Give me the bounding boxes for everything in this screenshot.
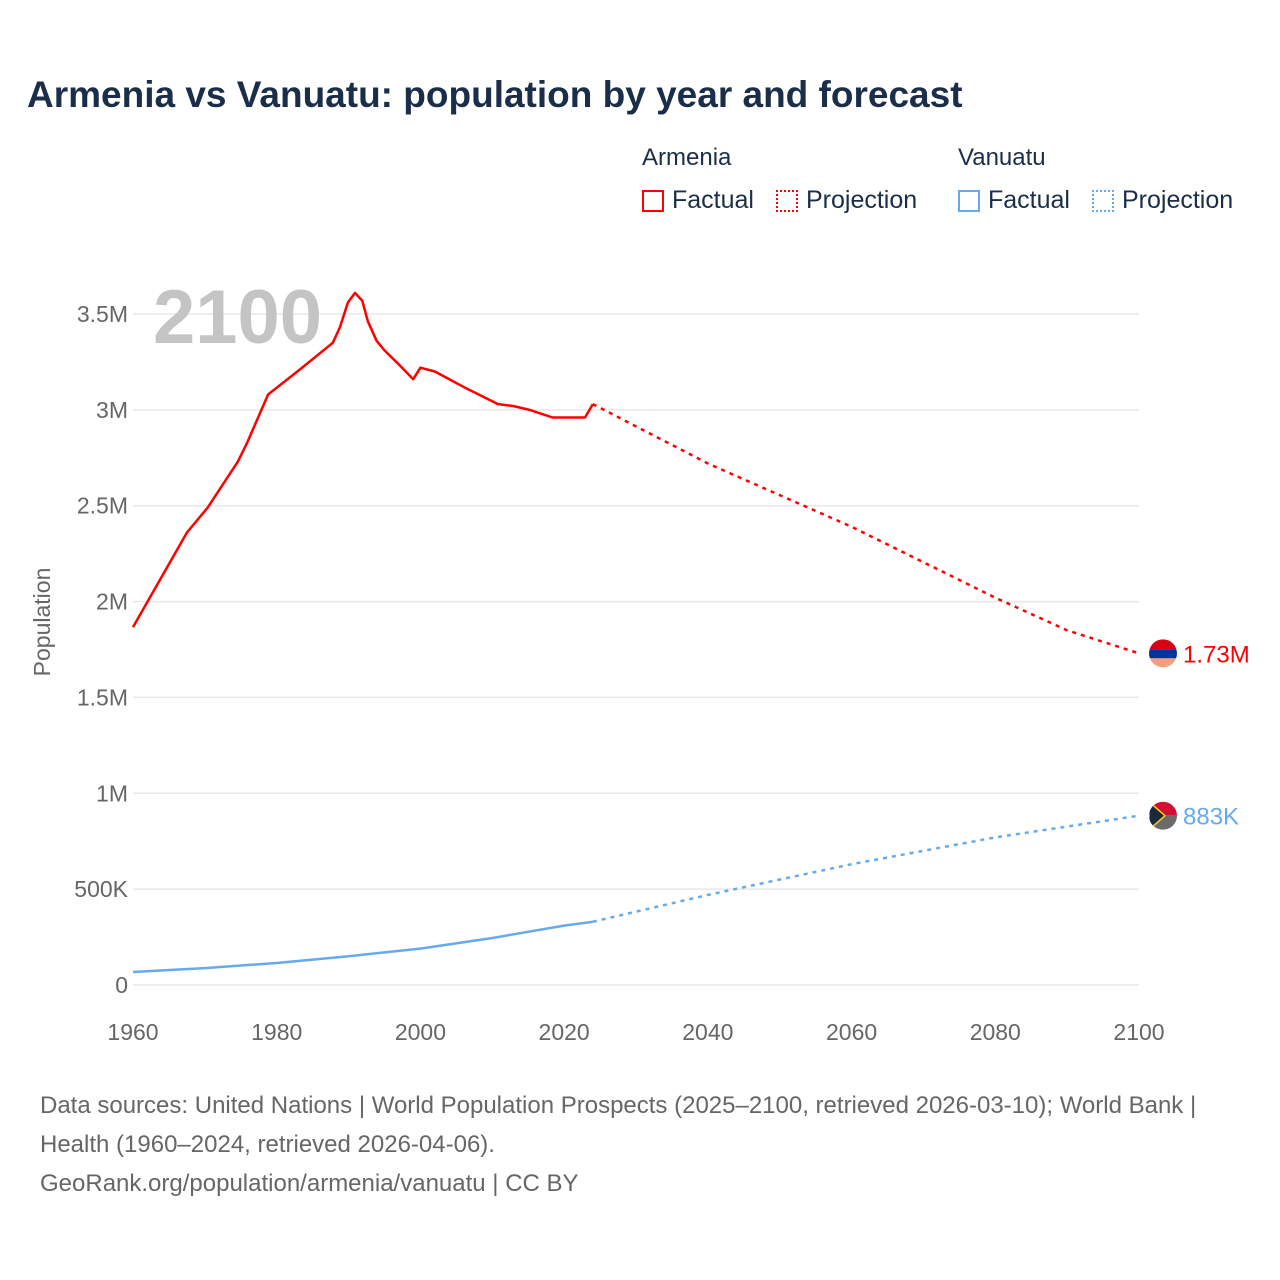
legend-label: Factual — [988, 186, 1070, 214]
x-tick-label: 1980 — [251, 1019, 302, 1045]
vanuatu-projection-line — [592, 814, 1140, 923]
flag-body — [1149, 639, 1177, 668]
flag-body — [1149, 801, 1177, 830]
legend-swatch-dotted — [776, 189, 798, 212]
x-tick-label: 1960 — [107, 1019, 158, 1045]
x-tick-label: 2020 — [539, 1019, 590, 1045]
flag-stripe-orange — [1149, 658, 1177, 668]
x-tick-label: 2080 — [970, 1019, 1021, 1045]
legend-label: Projection — [1122, 186, 1234, 214]
y-tick-label: 0 — [115, 972, 128, 998]
data-sources: Data sources: United Nations | World Pop… — [40, 1092, 1197, 1158]
vanuatu-flag-icon — [1149, 801, 1177, 830]
armenia-flag-icon — [1149, 639, 1177, 668]
y-tick-label: 2.5M — [77, 493, 128, 519]
y-axis-label: Population — [29, 568, 55, 677]
chart-title: Armenia vs Vanuatu: population by year a… — [27, 74, 963, 115]
x-tick-label: 2060 — [826, 1019, 877, 1045]
y-tick-label: 3M — [96, 397, 128, 423]
flag-stripe-red — [1149, 639, 1177, 650]
flag-stripe-blue — [1149, 649, 1177, 659]
y-tick-label: 2M — [96, 589, 128, 615]
y-tick-label: 1M — [96, 780, 128, 806]
legend-swatch-dotted — [1092, 189, 1114, 212]
vanuatu-factual-line — [132, 920, 594, 974]
legend-armenia-factual[interactable]: Factual — [642, 186, 754, 215]
armenia-projection-line — [592, 402, 1140, 655]
legend-vanuatu-projection[interactable]: Projection — [1092, 186, 1233, 215]
legend-label: Factual — [672, 186, 754, 214]
x-tick-label: 2000 — [395, 1019, 446, 1045]
x-tick-label: 2100 — [1113, 1019, 1164, 1045]
flag-triangle — [1149, 801, 1167, 830]
legend-swatch-solid — [958, 189, 980, 212]
y-tick-label: 3.5M — [77, 301, 128, 327]
legend-swatch-solid — [642, 189, 664, 212]
armenia-end-label: 1.73M — [1183, 641, 1250, 668]
year-watermark: 2100 — [153, 275, 322, 360]
footer: Data sources: United Nations | World Pop… — [40, 1086, 1240, 1203]
x-tick-label: 2040 — [682, 1019, 733, 1045]
y-tick-label: 1.5M — [77, 684, 128, 710]
legend-group-vanuatu: Vanuatu — [958, 144, 1046, 171]
y-tick-label: 500K — [74, 876, 128, 902]
armenia-factual-line — [131, 291, 594, 628]
legend-label: Projection — [806, 186, 918, 214]
legend-vanuatu-factual[interactable]: Factual — [958, 186, 1070, 215]
legend-group-armenia: Armenia — [642, 144, 732, 171]
vanuatu-end-label: 883K — [1183, 804, 1239, 831]
source-link[interactable]: GeoRank.org/population/armenia/vanuatu |… — [40, 1170, 579, 1197]
legend-armenia-projection[interactable]: Projection — [776, 186, 917, 215]
